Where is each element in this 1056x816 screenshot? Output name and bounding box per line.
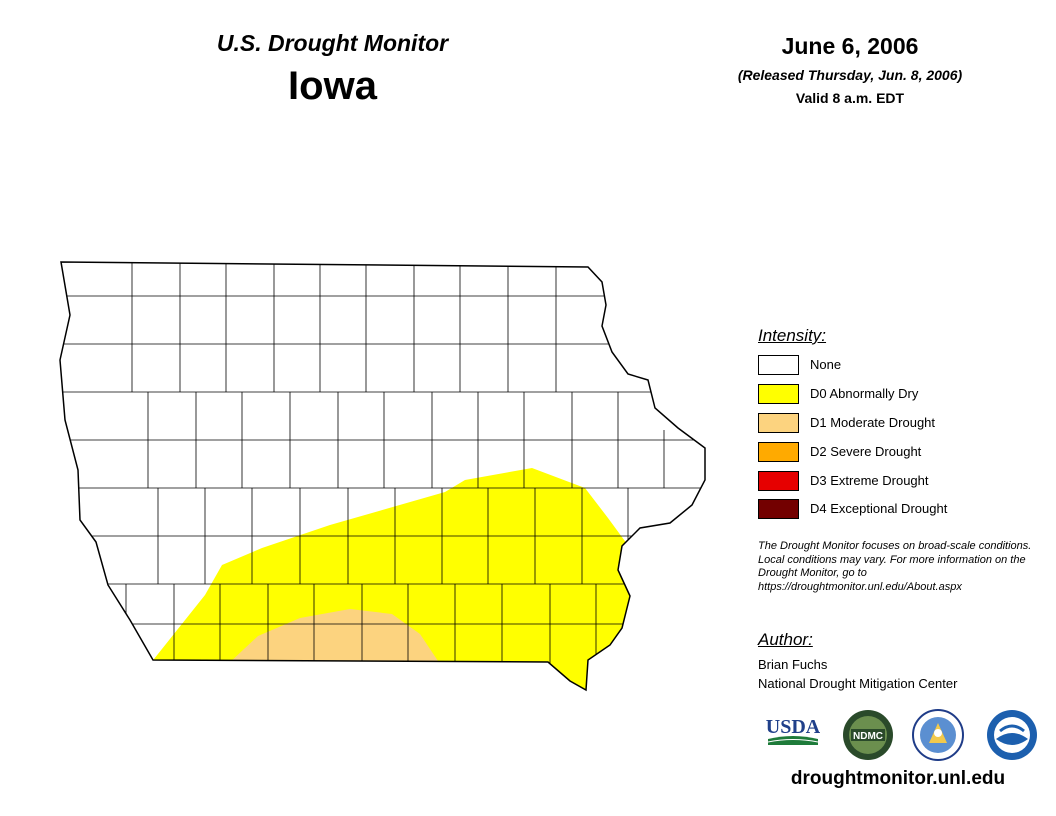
valid-time: Valid 8 a.m. EDT [795, 90, 905, 106]
map-date: June 6, 2006 [781, 33, 919, 59]
noaa-logo [987, 710, 1037, 760]
legend-label-d0: D0 Abnormally Dry [810, 386, 919, 401]
author-organization: National Drought Mitigation Center [758, 676, 958, 691]
commerce-seal-logo [912, 709, 964, 761]
author-name: Brian Fuchs [758, 657, 828, 672]
partner-logos: USDA NDMC [760, 707, 1050, 763]
ndmc-logo: NDMC [843, 710, 893, 760]
website-url[interactable]: droughtmonitor.unl.edu [790, 768, 1006, 789]
legend-label-d1: D1 Moderate Drought [810, 415, 936, 430]
map-subtitle: U.S. Drought Monitor [216, 30, 449, 56]
legend-swatch-none [758, 355, 799, 375]
drought-monitor-note: The Drought Monitor focuses on broad-sca… [758, 540, 1032, 593]
state-title: Iowa [288, 64, 377, 108]
release-date: (Released Thursday, Jun. 8, 2006) [737, 67, 963, 83]
legend-label-d4: D4 Exceptional Drought [810, 501, 948, 516]
state-outline [59, 261, 706, 692]
legend-label-d3: D3 Extreme Drought [810, 473, 929, 488]
ndmc-logo-text: NDMC [853, 731, 883, 742]
legend-swatch-d2 [758, 442, 799, 462]
legend-title: Intensity: [758, 326, 827, 345]
legend-swatch-d0 [758, 384, 799, 404]
author-title: Author: [758, 630, 813, 649]
legend-label-d2: D2 Severe Drought [810, 444, 922, 459]
usda-logo-text: USDA [766, 716, 820, 738]
iowa-drought-map [59, 261, 706, 692]
legend-swatch-d4 [758, 499, 799, 519]
legend-swatch-d1 [758, 413, 799, 433]
legend-label-none: None [810, 357, 842, 372]
legend-swatch-d3 [758, 471, 799, 491]
usda-logo: USDA [766, 716, 820, 745]
drought-area-d1 [228, 609, 440, 664]
